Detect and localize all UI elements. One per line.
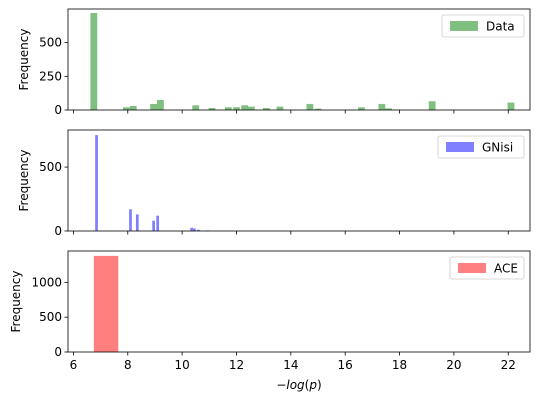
- y-axis-label: Frequency: [17, 150, 31, 212]
- y-axis-label: Frequency: [17, 29, 31, 91]
- x-tick-label: 18: [392, 358, 407, 372]
- x-tick-label: 20: [446, 358, 461, 372]
- x-tick-label: 14: [283, 358, 298, 372]
- histogram-bar: [90, 13, 98, 110]
- histogram-bar: [385, 108, 393, 110]
- histogram-bar: [306, 103, 314, 110]
- axes-frame: [67, 8, 531, 111]
- histogram-bar: [224, 107, 232, 110]
- histogram-bar: [507, 102, 515, 110]
- histogram-bar: [193, 228, 196, 231]
- histogram-bar: [93, 255, 119, 352]
- legend-label: GNisi: [482, 141, 513, 155]
- y-tick-label: 0: [54, 345, 62, 359]
- y-tick-label: 250: [39, 69, 62, 83]
- histogram-bar: [152, 220, 155, 231]
- panel-data: 0 250 500 Frequency Data: [17, 8, 531, 117]
- histogram-bar: [135, 214, 139, 231]
- y-tick-label: 500: [39, 160, 62, 174]
- histogram-bar: [276, 106, 284, 110]
- legend-box: [449, 256, 525, 280]
- y-tick-label: 1000: [31, 275, 62, 289]
- histogram-bar: [248, 106, 255, 110]
- y-axis-label: Frequency: [9, 271, 23, 333]
- legend-label: ACE: [494, 262, 518, 276]
- x-axis-label: −log(p): [276, 378, 321, 392]
- y-tick-label: 500: [39, 310, 62, 324]
- histogram-bar: [314, 108, 322, 110]
- histogram-bar: [129, 209, 132, 231]
- legend-label: Data: [486, 20, 515, 34]
- histogram-bar: [129, 105, 137, 110]
- legend-swatch: [458, 263, 486, 273]
- panel-ace: 0 500 1000 6 8 10 12 14 16 18 20 22 Frequency ACE: [9, 250, 531, 372]
- legend-box: [437, 135, 525, 159]
- histogram-bar: [157, 99, 164, 110]
- legend-swatch: [450, 21, 478, 31]
- legend: ACE: [449, 256, 525, 280]
- histogram-bar: [208, 107, 216, 110]
- histogram-bar: [95, 135, 98, 231]
- legend-swatch: [446, 142, 474, 152]
- x-tick-label: 10: [175, 358, 190, 372]
- histogram-bar: [378, 103, 386, 110]
- y-tick-label: 0: [54, 224, 62, 238]
- panel-gnisi: 0 500 Frequency GNisi: [17, 129, 531, 238]
- histogram-bar: [428, 101, 436, 110]
- axes-frame: [67, 250, 531, 353]
- histogram-bar: [156, 215, 160, 231]
- histogram-bar: [197, 229, 200, 231]
- legend: GNisi: [437, 135, 525, 159]
- x-tick-label: 6: [70, 358, 78, 372]
- x-tick-label: 12: [229, 358, 244, 372]
- histogram-bar: [262, 107, 270, 110]
- legend: Data: [441, 14, 525, 38]
- histogram-bar: [233, 107, 240, 110]
- histogram-bar: [192, 105, 200, 110]
- y-tick-label: 500: [39, 36, 62, 50]
- histogram-bar: [123, 107, 130, 110]
- histogram-bar: [241, 105, 249, 110]
- x-tick-label: 16: [338, 358, 353, 372]
- x-tick-label: 8: [124, 358, 132, 372]
- x-tick-label: 22: [501, 358, 516, 372]
- histogram-bar: [150, 103, 157, 110]
- axes-frame: [67, 129, 531, 232]
- y-tick-label: 0: [54, 103, 62, 117]
- histogram-bar: [190, 227, 194, 231]
- legend-box: [441, 14, 525, 38]
- histogram-bar: [358, 107, 365, 110]
